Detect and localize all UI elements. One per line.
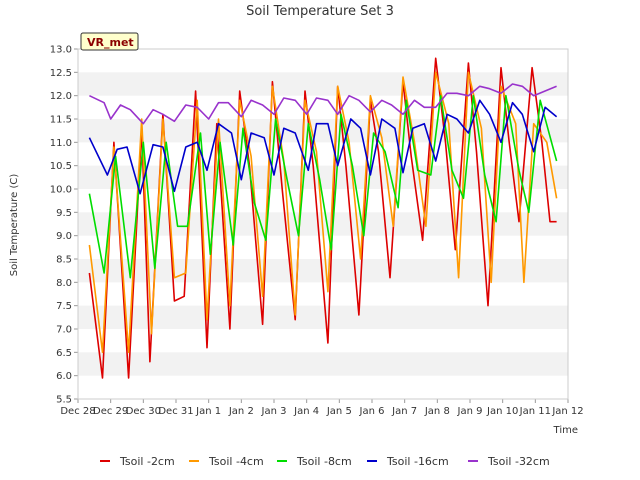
- y-tick-label: 12.5: [50, 68, 72, 79]
- x-tick-label: Jan 6: [359, 406, 385, 417]
- x-tick-label: Dec 30: [126, 406, 161, 417]
- series-line-4: [89, 83, 557, 125]
- y-tick-label: 10.5: [50, 161, 72, 172]
- y-axis: 5.5 6.0 6.5 7.0 7.5 8.0 8.5 9.0 9.5 10.0 10.5 11.0 1…: [50, 45, 78, 406]
- y-axis-label: Soil Temperature (C): [9, 174, 20, 277]
- y-tick-label: 12.0: [50, 91, 72, 102]
- y-tick-label: 6.5: [56, 348, 72, 359]
- grid-band: [78, 352, 568, 376]
- x-tick-label: Dec 31: [158, 406, 193, 417]
- grid-band: [78, 305, 568, 329]
- grid-band: [78, 119, 568, 143]
- x-tick-label: Jan 7: [391, 406, 417, 417]
- legend: Tsoil -2cm Tsoil -4cm Tsoil -8cm Tsoil -16c…: [100, 455, 550, 468]
- series-line-0: [88, 57, 557, 379]
- site-label-badge: VR_met: [80, 32, 139, 51]
- x-tick-label: Jan 12: [551, 406, 583, 417]
- legend-label: Tsoil -32cm: [487, 455, 550, 468]
- x-tick-label: Dec 28: [60, 406, 95, 417]
- x-tick-label: Jan 11: [519, 406, 551, 417]
- chart-title: Soil Temperature Set 3: [246, 4, 394, 19]
- y-tick-label: 10.0: [50, 185, 72, 196]
- x-tick-label: Jan 9: [457, 406, 483, 417]
- y-tick-label: 11.5: [50, 115, 72, 126]
- y-tick-label: 7.5: [56, 301, 72, 312]
- legend-label: Tsoil -16cm: [386, 455, 449, 468]
- y-tick-label: 11.0: [50, 138, 72, 149]
- legend-label: Tsoil -8cm: [296, 455, 352, 468]
- legend-label: Tsoil -4cm: [208, 455, 264, 468]
- plot-series: [88, 57, 558, 379]
- y-tick-label: 6.0: [56, 371, 72, 382]
- x-axis-label: Time: [553, 425, 578, 436]
- x-tick-label: Jan 5: [326, 406, 352, 417]
- y-tick-label: 8.5: [56, 255, 72, 266]
- x-tick-label: Jan 4: [293, 406, 319, 417]
- x-tick-label: Jan 2: [228, 406, 254, 417]
- x-tick-label: Jan 10: [486, 406, 518, 417]
- x-tick-label: Jan 1: [195, 406, 221, 417]
- legend-label: Tsoil -2cm: [119, 455, 175, 468]
- y-tick-label: 9.5: [56, 208, 72, 219]
- grid-band: [78, 72, 568, 96]
- x-tick-label: Jan 3: [261, 406, 287, 417]
- y-tick-label: 8.0: [56, 278, 72, 289]
- y-tick-label: 5.5: [56, 395, 72, 406]
- plot-border: [77, 48, 569, 400]
- series-line-3: [88, 99, 558, 195]
- y-tick-label: 9.0: [56, 231, 72, 242]
- y-tick-label: 7.0: [56, 325, 72, 336]
- y-tick-label: 13.0: [50, 45, 72, 56]
- grid-band: [78, 259, 568, 283]
- x-tick-label: Jan 8: [424, 406, 450, 417]
- x-tick-label: Dec 29: [93, 406, 128, 417]
- series-line-1: [88, 71, 558, 354]
- series-line-2: [88, 94, 558, 279]
- site-label: VR_met: [87, 36, 134, 49]
